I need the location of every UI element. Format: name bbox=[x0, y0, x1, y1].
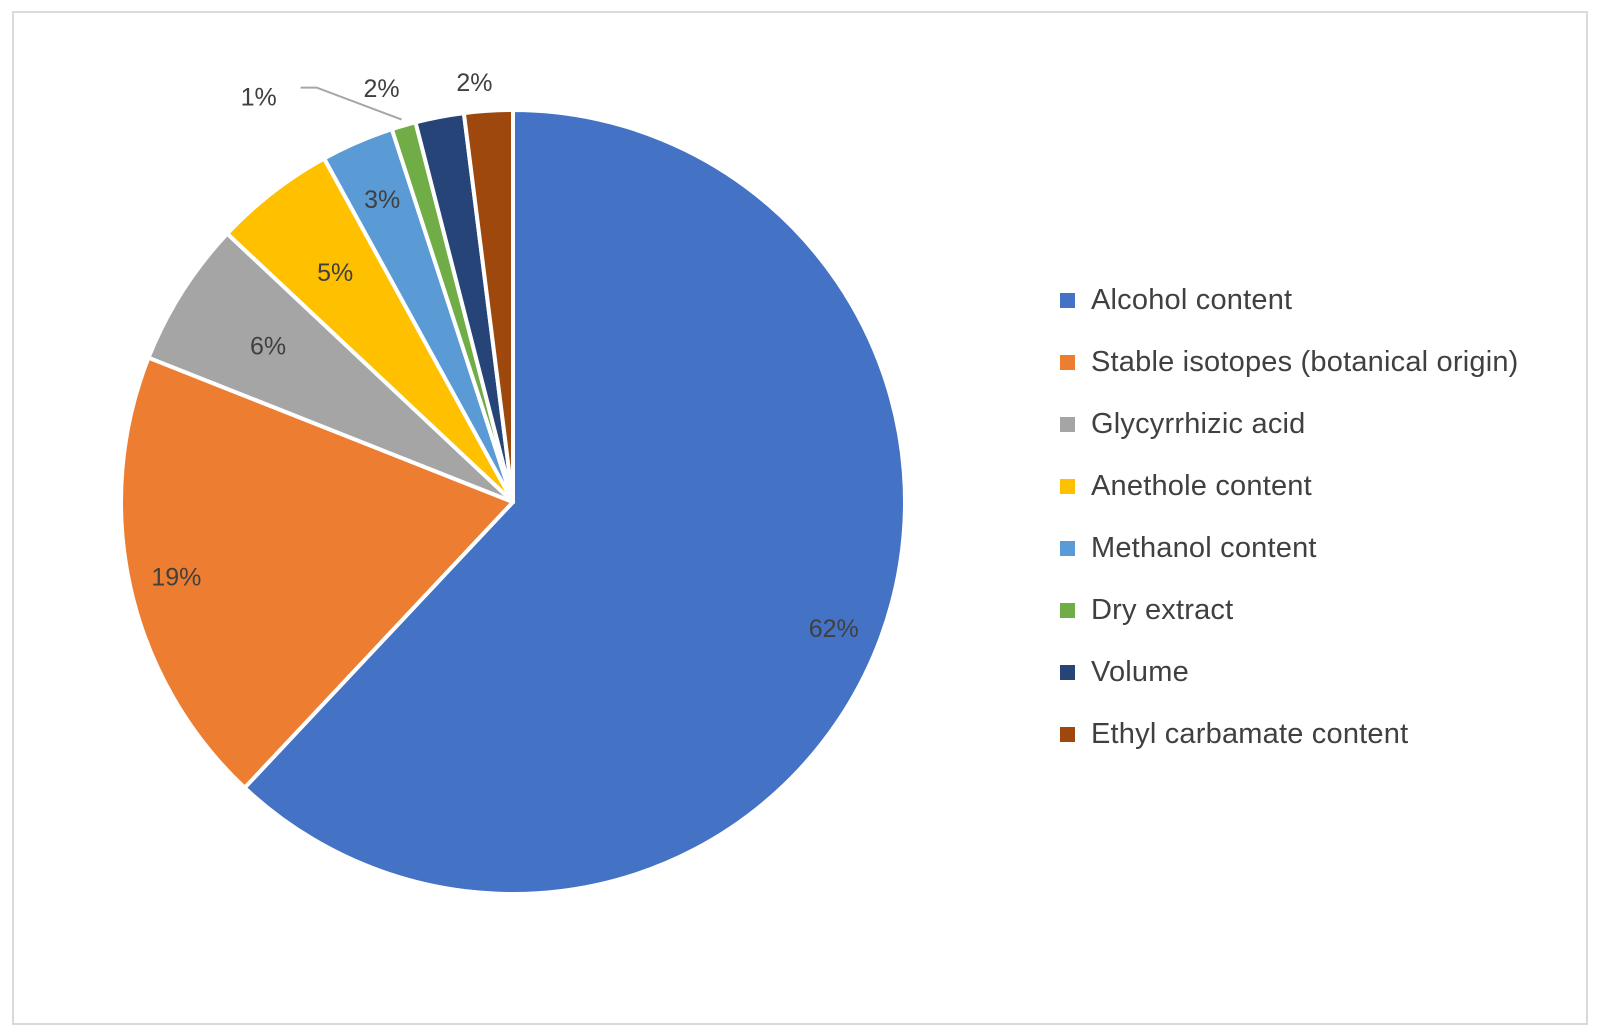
leader-line-dry-extract bbox=[300, 86, 402, 121]
data-label-anethole-content: 5% bbox=[317, 259, 353, 287]
data-label-stable-isotopes-botanical-origin: 19% bbox=[151, 563, 201, 591]
legend-item-glycyrrhizic-acid: Glycyrrhizic acid bbox=[1060, 393, 1519, 455]
legend-label: Methanol content bbox=[1091, 531, 1317, 564]
legend-label: Alcohol content bbox=[1091, 283, 1293, 316]
data-label-methanol-content: 3% bbox=[364, 186, 400, 214]
legend-item-stable-isotopes-botanical-origin: Stable isotopes (botanical origin) bbox=[1060, 331, 1519, 393]
legend-item-methanol-content: Methanol content bbox=[1060, 517, 1519, 579]
legend-label: Anethole content bbox=[1091, 469, 1312, 502]
legend-swatch bbox=[1060, 602, 1075, 618]
legend-swatch bbox=[1060, 540, 1075, 556]
data-label-volume: 2% bbox=[363, 75, 399, 103]
data-label-ethyl-carbamate-content: 2% bbox=[456, 69, 492, 97]
data-label-glycyrrhizic-acid: 6% bbox=[250, 333, 286, 361]
legend-label: Volume bbox=[1091, 655, 1189, 688]
legend-label: Ethyl carbamate content bbox=[1091, 717, 1409, 750]
pie-slice-ethyl-carbamate-content bbox=[461, 108, 515, 504]
legend-swatch bbox=[1060, 726, 1075, 742]
legend-label: Glycyrrhizic acid bbox=[1091, 407, 1306, 440]
legend-swatch bbox=[1060, 292, 1075, 308]
data-label-alcohol-content: 62% bbox=[809, 615, 859, 643]
legend-label: Dry extract bbox=[1091, 593, 1234, 626]
pie-slice-alcohol-content bbox=[242, 108, 907, 896]
legend-item-ethyl-carbamate-content: Ethyl carbamate content bbox=[1060, 703, 1519, 765]
legend-item-dry-extract: Dry extract bbox=[1060, 579, 1519, 641]
legend-swatch bbox=[1060, 478, 1075, 494]
legend-item-volume: Volume bbox=[1060, 641, 1519, 703]
data-label-dry-extract: 1% bbox=[241, 84, 277, 112]
legend-item-alcohol-content: Alcohol content bbox=[1060, 269, 1519, 331]
legend-swatch bbox=[1060, 416, 1075, 432]
pie-slice-glycyrrhizic-acid bbox=[146, 231, 515, 504]
legend-label: Stable isotopes (botanical origin) bbox=[1091, 345, 1519, 378]
legend-item-anethole-content: Anethole content bbox=[1060, 455, 1519, 517]
legend-swatch bbox=[1060, 354, 1075, 370]
legend: Alcohol content Stable isotopes (botanica… bbox=[1060, 269, 1519, 765]
legend-swatch bbox=[1060, 664, 1075, 680]
